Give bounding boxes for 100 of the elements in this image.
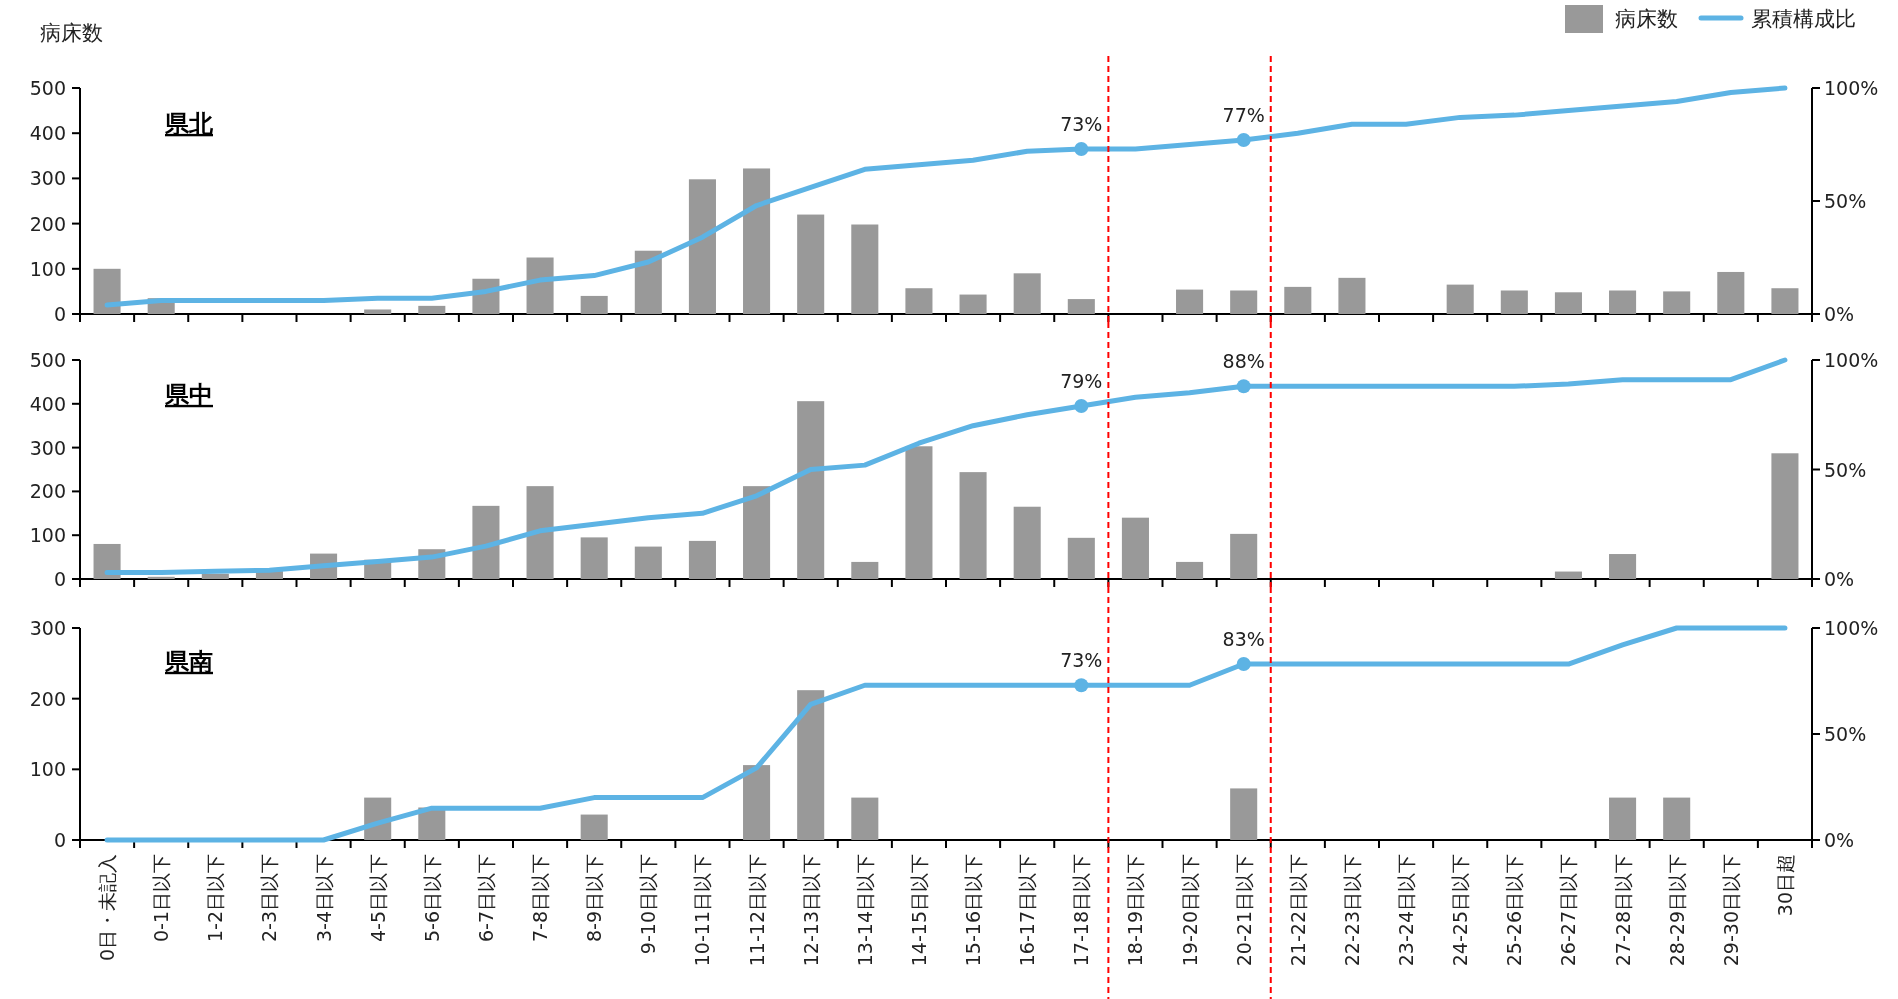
x-tick-label: 4-5日以下 [366,854,389,943]
bar [1230,533,1258,579]
data-label: 79% [1060,369,1103,392]
bar [743,486,771,579]
y-tick-label: 200 [29,212,66,235]
y2-tick-label: 100% [1824,349,1879,371]
bar [1013,506,1041,579]
bar [851,224,879,314]
bar [1230,788,1258,840]
bar [1771,453,1799,579]
bar [580,295,608,314]
x-tick-label: 30日超 [1773,854,1796,917]
legend-label: 病床数 [1615,7,1678,31]
bar [1121,517,1149,579]
y-tick-label: 400 [29,122,66,145]
y2-tick-label: 50% [1824,458,1867,481]
y-tick-label: 100 [29,758,66,781]
bar [905,288,933,314]
x-tick-label: 17-18日以下 [1070,854,1093,967]
bar [1663,291,1691,314]
y-tick-label: 200 [29,480,66,503]
bar [688,179,716,314]
x-tick-label: 11-12日以下 [745,854,768,967]
bar [1176,289,1204,314]
bar [1554,571,1582,579]
x-tick-label: 6-7日以下 [474,854,497,943]
bar [1338,277,1366,314]
bar [418,305,446,314]
y-tick-label: 300 [29,617,66,639]
y-tick-label: 300 [29,436,66,459]
x-tick-label: 14-15日以下 [907,854,930,967]
bar [1446,284,1474,314]
text: 県中 [164,380,213,409]
y2-tick-label: 0% [1824,829,1855,851]
x-tick-label: 28-29日以下 [1665,854,1688,967]
x-tick-label: 8-9日以下 [583,854,606,943]
bar [959,294,987,314]
bar [1500,290,1528,314]
bar [634,546,662,579]
data-label: 73% [1060,113,1103,136]
data-label: 88% [1222,350,1265,373]
bar [1067,299,1095,314]
x-tick-label: 27-28日以下 [1611,854,1634,967]
legend-label: 累積構成比 [1751,7,1856,31]
bar [905,446,933,579]
x-tick-label: 5-6日以下 [420,854,443,943]
bar [851,797,879,840]
bar [797,401,825,579]
bar [688,540,716,579]
bar [1609,797,1637,840]
y-tick-label: 0 [53,829,66,851]
y-tick-label: 300 [29,167,66,190]
x-tick-label: 9-10日以下 [637,854,660,955]
bar [1013,273,1041,314]
x-tick-label: 0日・未記入 [96,854,119,962]
bar [147,576,175,579]
bar [634,250,662,314]
bar [526,486,554,579]
data-label: 83% [1222,628,1265,651]
y-tick-label: 0 [53,303,66,325]
y2-tick-label: 50% [1824,723,1867,745]
x-tick-label: 25-26日以下 [1503,854,1526,967]
y-tick-label: 400 [29,392,66,415]
y-tick-label: 100 [29,524,66,547]
bar [1609,554,1637,579]
bar [93,268,121,314]
bar [1176,561,1204,579]
x-tick-label: 2-3日以下 [258,854,281,943]
bar [1663,797,1691,840]
y2-tick-label: 0% [1824,303,1855,325]
x-tick-label: 10-11日以下 [691,854,714,967]
x-tick-label: 13-14日以下 [853,854,876,967]
y-tick-label: 0 [53,568,66,590]
x-tick-label: 23-24日以下 [1395,854,1418,967]
y-axis-title: 病床数 [40,21,103,45]
x-tick-label: 7-8日以下 [529,854,552,943]
y2-tick-label: 100% [1824,77,1879,99]
bar [1284,286,1312,314]
y-tick-label: 200 [29,687,66,710]
bar [743,168,771,314]
bar [364,309,392,314]
x-tick-label: 22-23日以下 [1340,854,1363,967]
x-tick-label: 21-22日以下 [1286,854,1309,967]
x-tick-label: 12-13日以下 [799,854,822,967]
x-tick-label: 18-19日以下 [1124,854,1147,967]
data-label: 77% [1222,103,1265,126]
bar [201,573,229,579]
bar [1717,271,1745,314]
text: 県北 [164,109,214,138]
bar [851,561,879,579]
bar [93,543,121,579]
x-tick-label: 24-25日以下 [1449,854,1472,967]
y-tick-label: 500 [29,349,66,371]
bar [1771,288,1799,314]
x-tick-label: 16-17日以下 [1016,854,1039,967]
bar [1554,292,1582,314]
bar [1230,290,1258,314]
y2-tick-label: 0% [1824,568,1855,590]
bar [580,814,608,840]
y2-tick-label: 100% [1824,617,1879,639]
